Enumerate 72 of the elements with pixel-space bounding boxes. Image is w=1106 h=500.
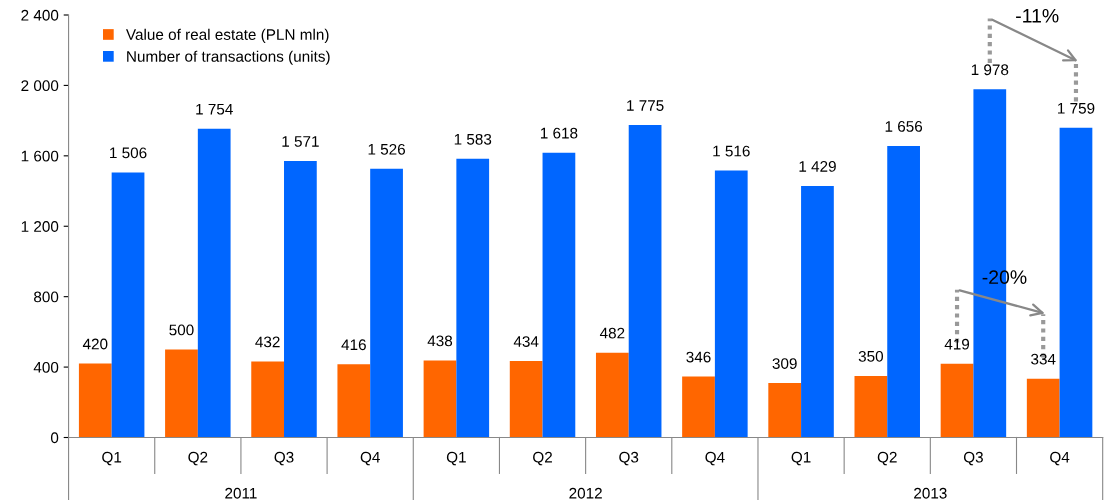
bar <box>78 363 112 438</box>
x-tick-label: Q4 <box>1050 451 1070 466</box>
data-label: 420 <box>82 338 108 350</box>
bar <box>251 361 285 438</box>
y-tick-label: 800 <box>34 291 59 303</box>
data-label: 1 618 <box>540 127 578 139</box>
data-label: 1 506 <box>110 147 147 159</box>
x-tick-label: Q1 <box>446 451 466 466</box>
data-label: 438 <box>427 335 453 347</box>
y-tick-label: 1 200 <box>21 221 59 232</box>
data-label: 334 <box>1031 353 1056 365</box>
text: 2012 <box>569 487 602 499</box>
bar <box>509 361 543 438</box>
x-tick-label: Q3 <box>274 451 294 466</box>
x-tick-label: Q3 <box>619 451 639 466</box>
x-tick-label: Q3 <box>963 451 983 466</box>
y-tick-label: 2 000 <box>21 80 59 92</box>
x-tick-label: Q1 <box>791 451 811 466</box>
data-label: 350 <box>858 350 884 362</box>
data-label: 1 759 <box>1058 102 1095 114</box>
y-tick-label: 400 <box>33 361 59 373</box>
x-tick-label: Q4 <box>360 451 380 466</box>
data-label: 419 <box>944 338 970 350</box>
bar <box>284 160 317 438</box>
bar <box>887 145 920 438</box>
bar <box>111 172 145 438</box>
bar <box>682 376 715 438</box>
bar <box>595 352 629 438</box>
bar <box>542 152 576 438</box>
bar <box>165 349 198 438</box>
bar <box>628 125 662 438</box>
data-label: 434 <box>513 336 539 347</box>
legend-label: Value of real estate (PLN mln) <box>125 28 329 43</box>
data-label: 1 978 <box>971 64 1009 76</box>
x-tick-label: Q2 <box>188 451 208 466</box>
bar <box>714 170 748 438</box>
data-label: 500 <box>169 324 194 336</box>
data-label: 432 <box>255 336 280 348</box>
x-tick-label: Q1 <box>102 451 122 466</box>
y-tick-label: 1 600 <box>21 150 59 162</box>
legend-label: Number of transactions (units) <box>127 50 330 65</box>
bar <box>801 185 834 438</box>
data-label: 1 754 <box>196 103 233 115</box>
x-tick-label: Q2 <box>533 451 552 466</box>
bar <box>854 375 888 438</box>
data-label: 1 656 <box>885 121 923 132</box>
y-tick-label: 0 <box>50 432 59 444</box>
data-label: 482 <box>599 327 625 339</box>
data-label: 1 516 <box>713 145 750 157</box>
data-label: 416 <box>341 339 366 351</box>
data-label: 309 <box>772 358 797 369</box>
bar <box>197 128 231 438</box>
data-label: 1 526 <box>368 143 406 155</box>
text: 2011 <box>225 487 257 499</box>
bar <box>1026 378 1060 438</box>
data-label: 1 583 <box>454 133 492 145</box>
bar <box>456 158 490 438</box>
bar <box>1059 127 1093 438</box>
annotation: -11% <box>1016 8 1059 23</box>
bar <box>423 360 457 438</box>
data-label: 1 429 <box>799 160 836 172</box>
x-tick-label: Q4 <box>705 451 725 466</box>
bar <box>337 364 371 438</box>
data-label: 1 775 <box>627 100 664 111</box>
y-tick-label: 2 400 <box>21 9 59 21</box>
x-tick-label: Q2 <box>877 451 897 466</box>
bar <box>940 363 974 438</box>
bar <box>370 168 403 438</box>
data-label: 1 571 <box>282 136 319 147</box>
data-label: 346 <box>686 351 711 363</box>
bar <box>768 383 802 438</box>
text: 2013 <box>914 487 947 499</box>
